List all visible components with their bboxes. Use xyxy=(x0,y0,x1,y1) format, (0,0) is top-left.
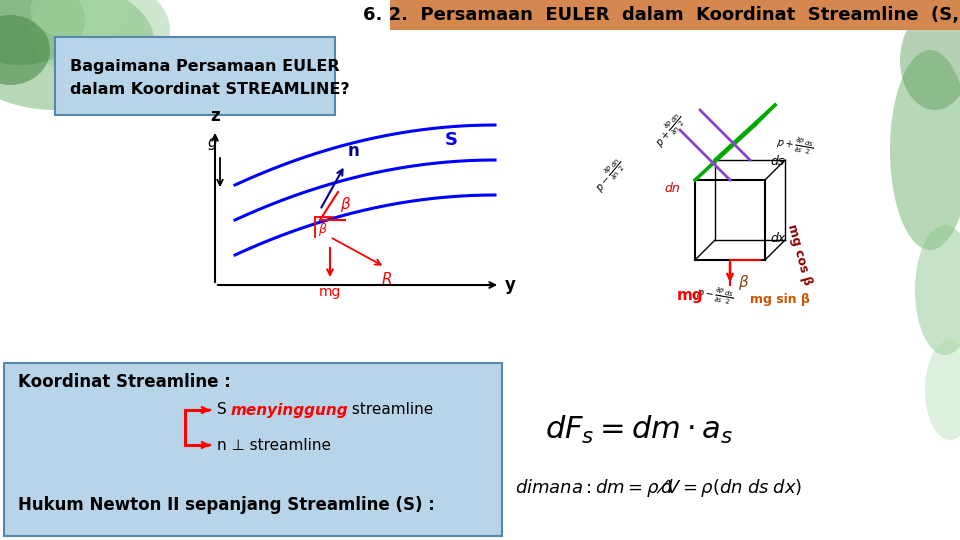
Text: S: S xyxy=(445,131,458,149)
Text: R: R xyxy=(382,272,393,287)
Text: S: S xyxy=(217,402,231,417)
Text: $p-\frac{\partial p}{\partial n}\frac{dn}{2}$: $p-\frac{\partial p}{\partial n}\frac{dn… xyxy=(590,154,630,195)
Text: mg cos β: mg cos β xyxy=(785,223,814,287)
Text: $p+\frac{\partial p}{\partial s}\frac{ds}{2}$: $p+\frac{\partial p}{\partial s}\frac{ds… xyxy=(775,132,815,158)
FancyBboxPatch shape xyxy=(4,363,502,536)
FancyBboxPatch shape xyxy=(390,0,960,30)
Text: dalam Koordinat STREAMLINE?: dalam Koordinat STREAMLINE? xyxy=(70,83,349,98)
Text: mg: mg xyxy=(677,288,704,303)
Text: y: y xyxy=(505,276,516,294)
Text: z: z xyxy=(210,107,220,125)
Text: dn: dn xyxy=(664,181,680,194)
Ellipse shape xyxy=(0,0,85,65)
Ellipse shape xyxy=(30,0,170,80)
Text: n ⊥ streamline: n ⊥ streamline xyxy=(217,437,331,453)
Text: β: β xyxy=(738,275,748,290)
Text: dx: dx xyxy=(770,232,785,245)
Text: β: β xyxy=(340,198,349,213)
Text: menyinggung: menyinggung xyxy=(231,402,348,417)
Text: β: β xyxy=(318,222,326,235)
Ellipse shape xyxy=(925,340,960,440)
Ellipse shape xyxy=(915,225,960,355)
Text: $p-\frac{\partial p}{\partial s}\frac{ds}{2}$: $p-\frac{\partial p}{\partial s}\frac{ds… xyxy=(695,282,735,308)
Ellipse shape xyxy=(0,0,155,110)
Ellipse shape xyxy=(890,50,960,250)
Text: streamline: streamline xyxy=(347,402,433,417)
Ellipse shape xyxy=(30,0,130,40)
Text: $p+\frac{\partial p}{\partial n}\frac{dn}{2}$: $p+\frac{\partial p}{\partial n}\frac{dn… xyxy=(651,110,689,151)
Text: $\mathit{dimana : dm = \rho\, d\!\not\!V = \rho \left( dn\; ds\; dx \right)}$: $\mathit{dimana : dm = \rho\, d\!\not\!V… xyxy=(515,477,803,499)
Text: Bagaimana Persamaan EULER: Bagaimana Persamaan EULER xyxy=(70,58,340,73)
Text: Koordinat Streamline :: Koordinat Streamline : xyxy=(18,373,230,391)
Text: $\mathbf{\mathit{dF_s = dm \cdot a_s}}$: $\mathbf{\mathit{dF_s = dm \cdot a_s}}$ xyxy=(545,414,733,446)
Text: mg: mg xyxy=(319,285,341,299)
Text: ds: ds xyxy=(770,155,784,168)
Text: g: g xyxy=(207,135,217,150)
Ellipse shape xyxy=(900,10,960,110)
Text: Hukum Newton II sepanjang Streamline (S) :: Hukum Newton II sepanjang Streamline (S)… xyxy=(18,496,435,514)
Text: mg sin β: mg sin β xyxy=(750,294,810,307)
Text: 6. 2.  Persamaan  EULER  dalam  Koordinat  Streamline  (S, n): 6. 2. Persamaan EULER dalam Koordinat St… xyxy=(363,6,960,24)
Ellipse shape xyxy=(0,15,50,85)
FancyBboxPatch shape xyxy=(55,37,335,115)
Text: n: n xyxy=(348,142,360,160)
